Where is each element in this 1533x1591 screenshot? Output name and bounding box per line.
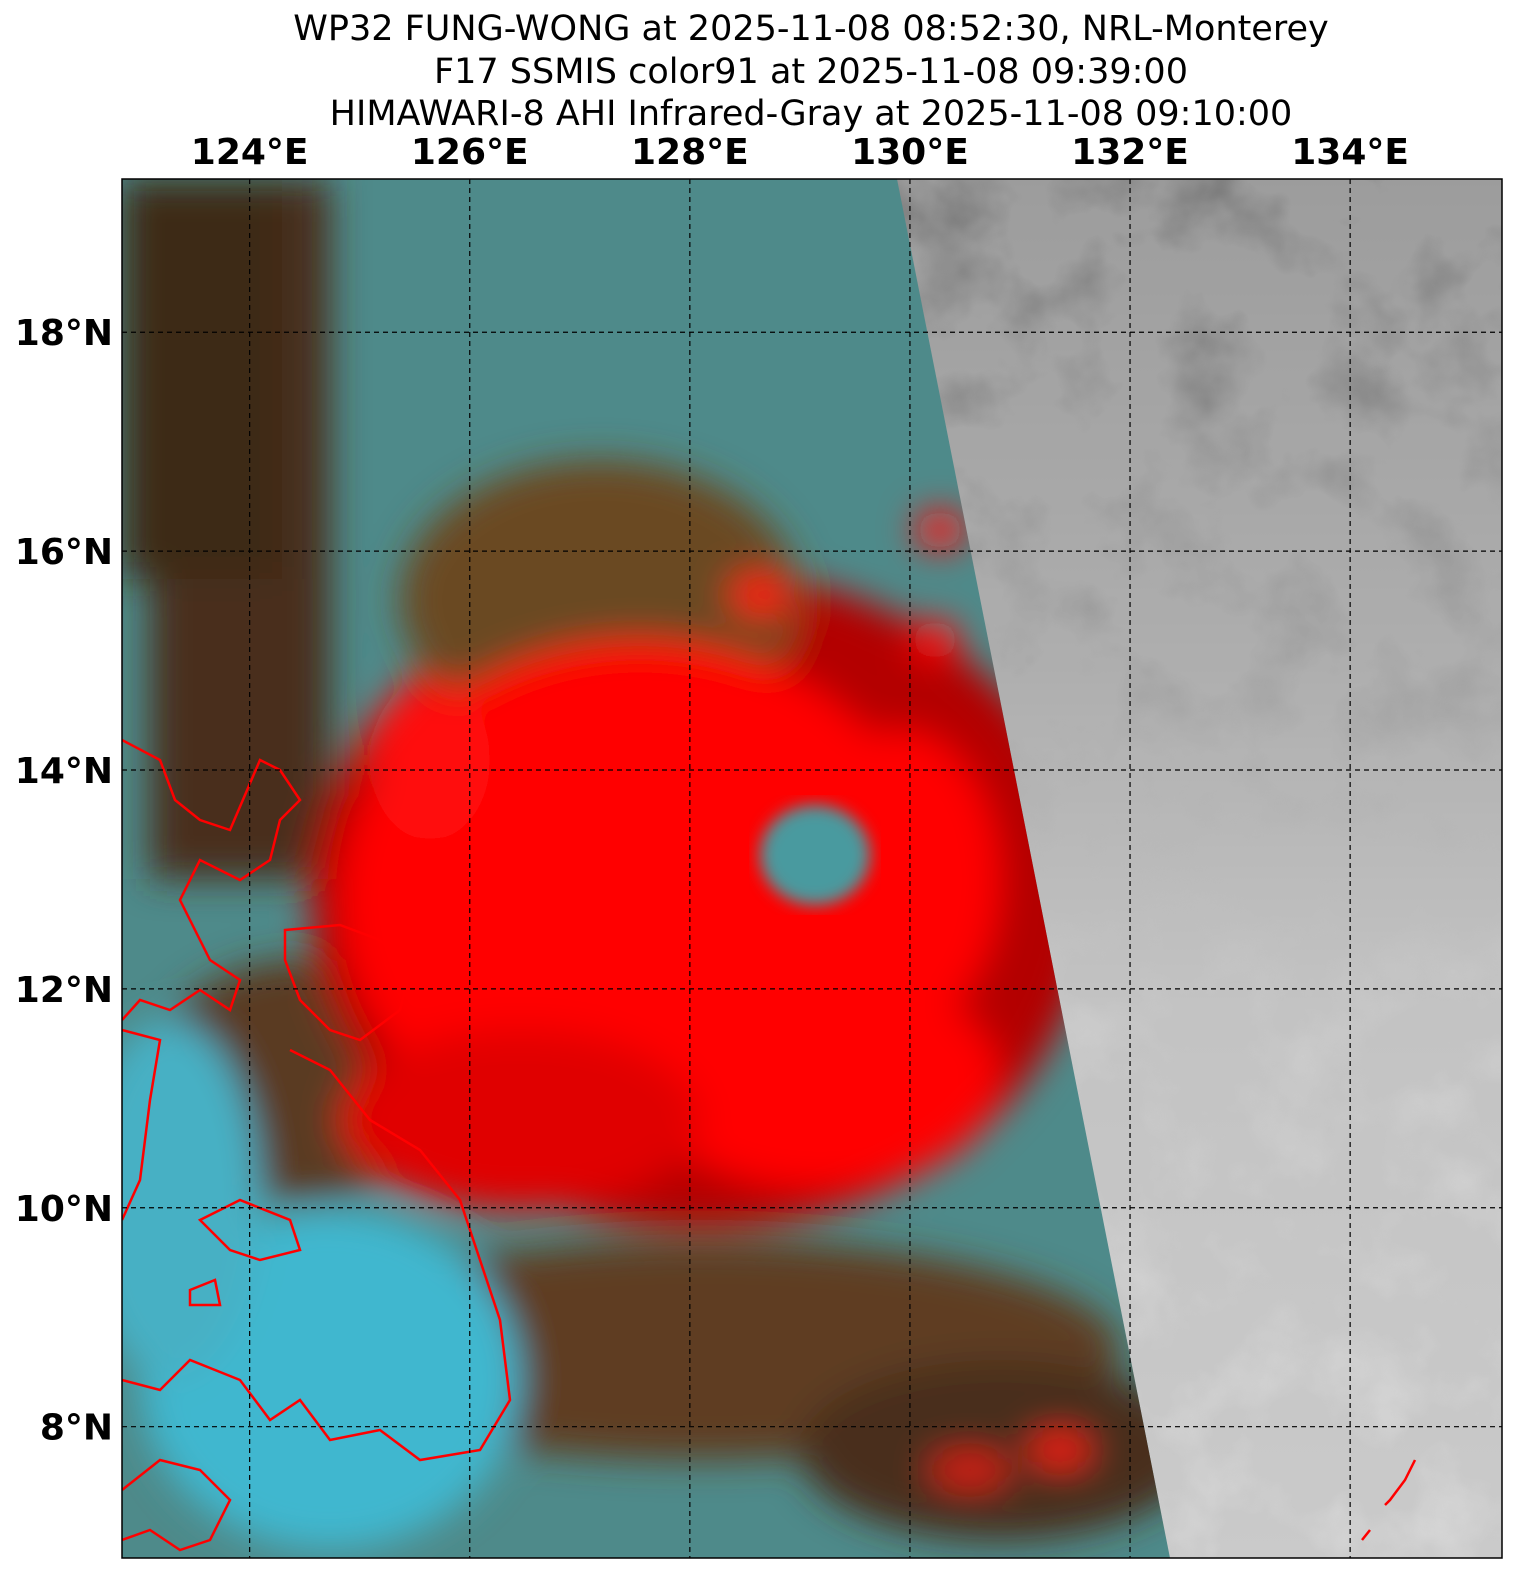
- y-tick-label: 10°N: [15, 1189, 113, 1230]
- map-frame: [121, 178, 1503, 1559]
- x-tick-label: 134°E: [1291, 132, 1409, 173]
- y-tick-label: 12°N: [15, 970, 113, 1011]
- imagery: [122, 179, 1502, 1558]
- x-tick-label: 132°E: [1071, 132, 1189, 173]
- y-tick-label: 18°N: [15, 313, 113, 354]
- title-line: HIMAWARI-8 AHI Infrared-Gray at 2025-11-…: [330, 94, 1293, 134]
- graticule: [122, 179, 1502, 1558]
- x-tick-label: 130°E: [851, 132, 969, 173]
- y-tick-label: 16°N: [15, 532, 113, 573]
- x-tick-label: 128°E: [631, 132, 749, 173]
- x-tick-label: 126°E: [411, 132, 529, 173]
- y-tick-label: 8°N: [40, 1408, 113, 1449]
- title-line: F17 SSMIS color91 at 2025-11-08 09:39:00: [434, 52, 1188, 92]
- coastlines: [122, 738, 1417, 1552]
- x-tick-label: 124°E: [191, 132, 309, 173]
- title-line: WP32 FUNG-WONG at 2025-11-08 08:52:30, N…: [293, 9, 1328, 49]
- y-tick-label: 14°N: [15, 751, 113, 792]
